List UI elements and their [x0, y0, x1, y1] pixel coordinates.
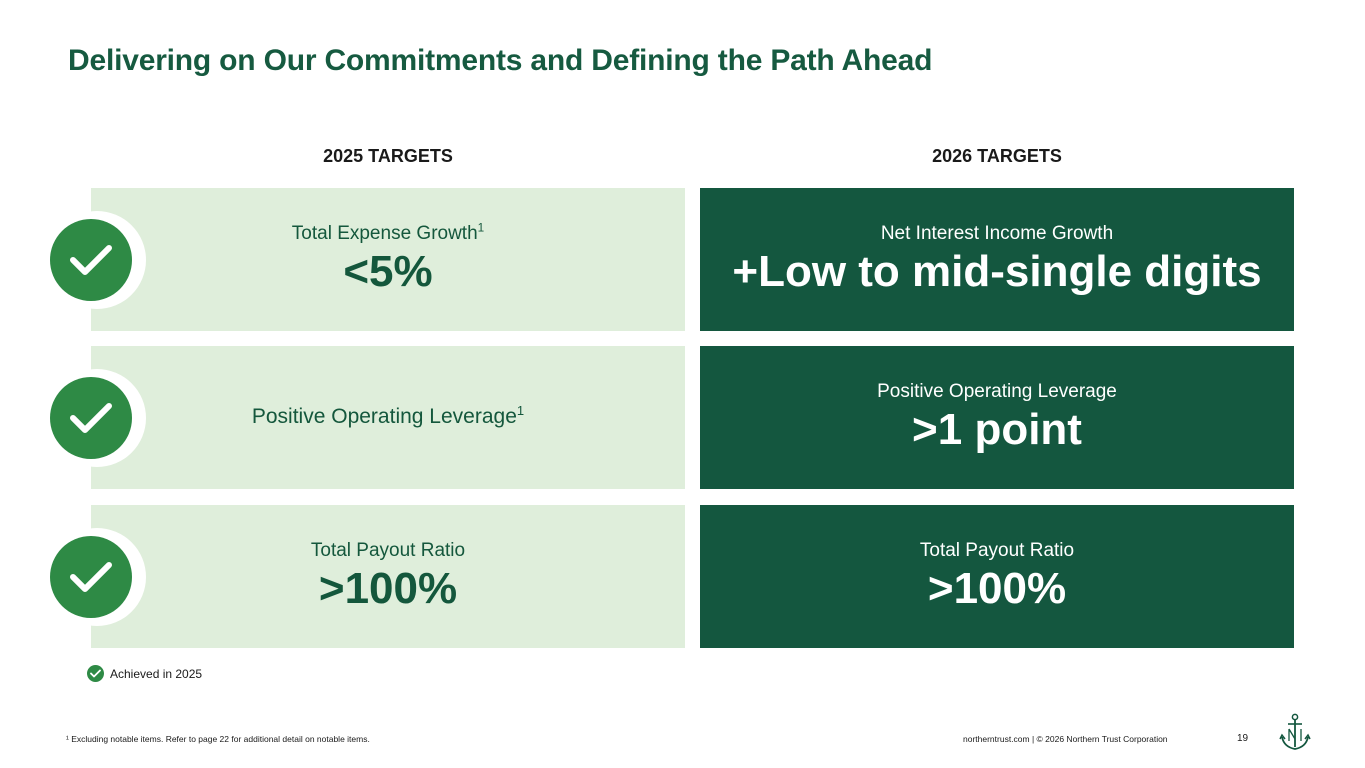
footnote: ¹ Excluding notable items. Refer to page… [66, 734, 370, 744]
footnote-mark: 1 [516, 403, 525, 419]
column-heading-2026: 2026 TARGETS [932, 146, 1062, 166]
checkmark-icon [87, 665, 104, 682]
column-heading-2025: 2025 TARGETS [323, 146, 453, 166]
target-2025-expense-growth: Total Expense Growth1 <5% [91, 188, 685, 331]
checkmark-icon [50, 377, 132, 459]
footnote-mark: 1 [477, 222, 485, 236]
target-value: +Low to mid-single digits [732, 247, 1262, 297]
target-2025-payout-ratio: Total Payout Ratio >100% [91, 505, 685, 648]
target-label: Total Payout Ratio [919, 540, 1075, 562]
target-2026-operating-leverage: Positive Operating Leverage >1 point [700, 346, 1294, 489]
target-label-text: Total Expense Growth [291, 223, 478, 245]
target-label: Net Interest Income Growth [880, 223, 1114, 245]
target-label: Positive Operating Leverage1 [251, 403, 525, 429]
target-2026-payout-ratio: Total Payout Ratio >100% [700, 505, 1294, 648]
legend-label: Achieved in 2025 [110, 666, 203, 681]
legend: Achieved in 2025 [87, 665, 202, 682]
target-value: >1 point [912, 405, 1082, 455]
page-number: 19 [1237, 733, 1249, 744]
checkmark-icon [50, 536, 132, 618]
target-label: Total Expense Growth1 [292, 223, 484, 245]
achieved-badge [48, 369, 146, 467]
footer-copyright: northerntrust.com | © 2026 Northern Trus… [963, 734, 1168, 744]
achieved-badge [48, 528, 146, 626]
checkmark-icon [50, 219, 132, 301]
target-label: Positive Operating Leverage [877, 381, 1117, 403]
page-title: Delivering on Our Commitments and Defini… [68, 44, 933, 77]
target-label-text: Positive Operating Leverage [251, 405, 517, 429]
target-value: >100% [927, 564, 1067, 614]
achieved-badge [48, 211, 146, 309]
target-label: Total Payout Ratio [310, 540, 466, 562]
target-value: <5% [343, 247, 433, 297]
anchor-logo-icon [1279, 713, 1311, 753]
target-2025-operating-leverage: Positive Operating Leverage1 [91, 346, 685, 489]
target-value: >100% [318, 564, 458, 614]
target-2026-nii-growth: Net Interest Income Growth +Low to mid-s… [700, 188, 1294, 331]
